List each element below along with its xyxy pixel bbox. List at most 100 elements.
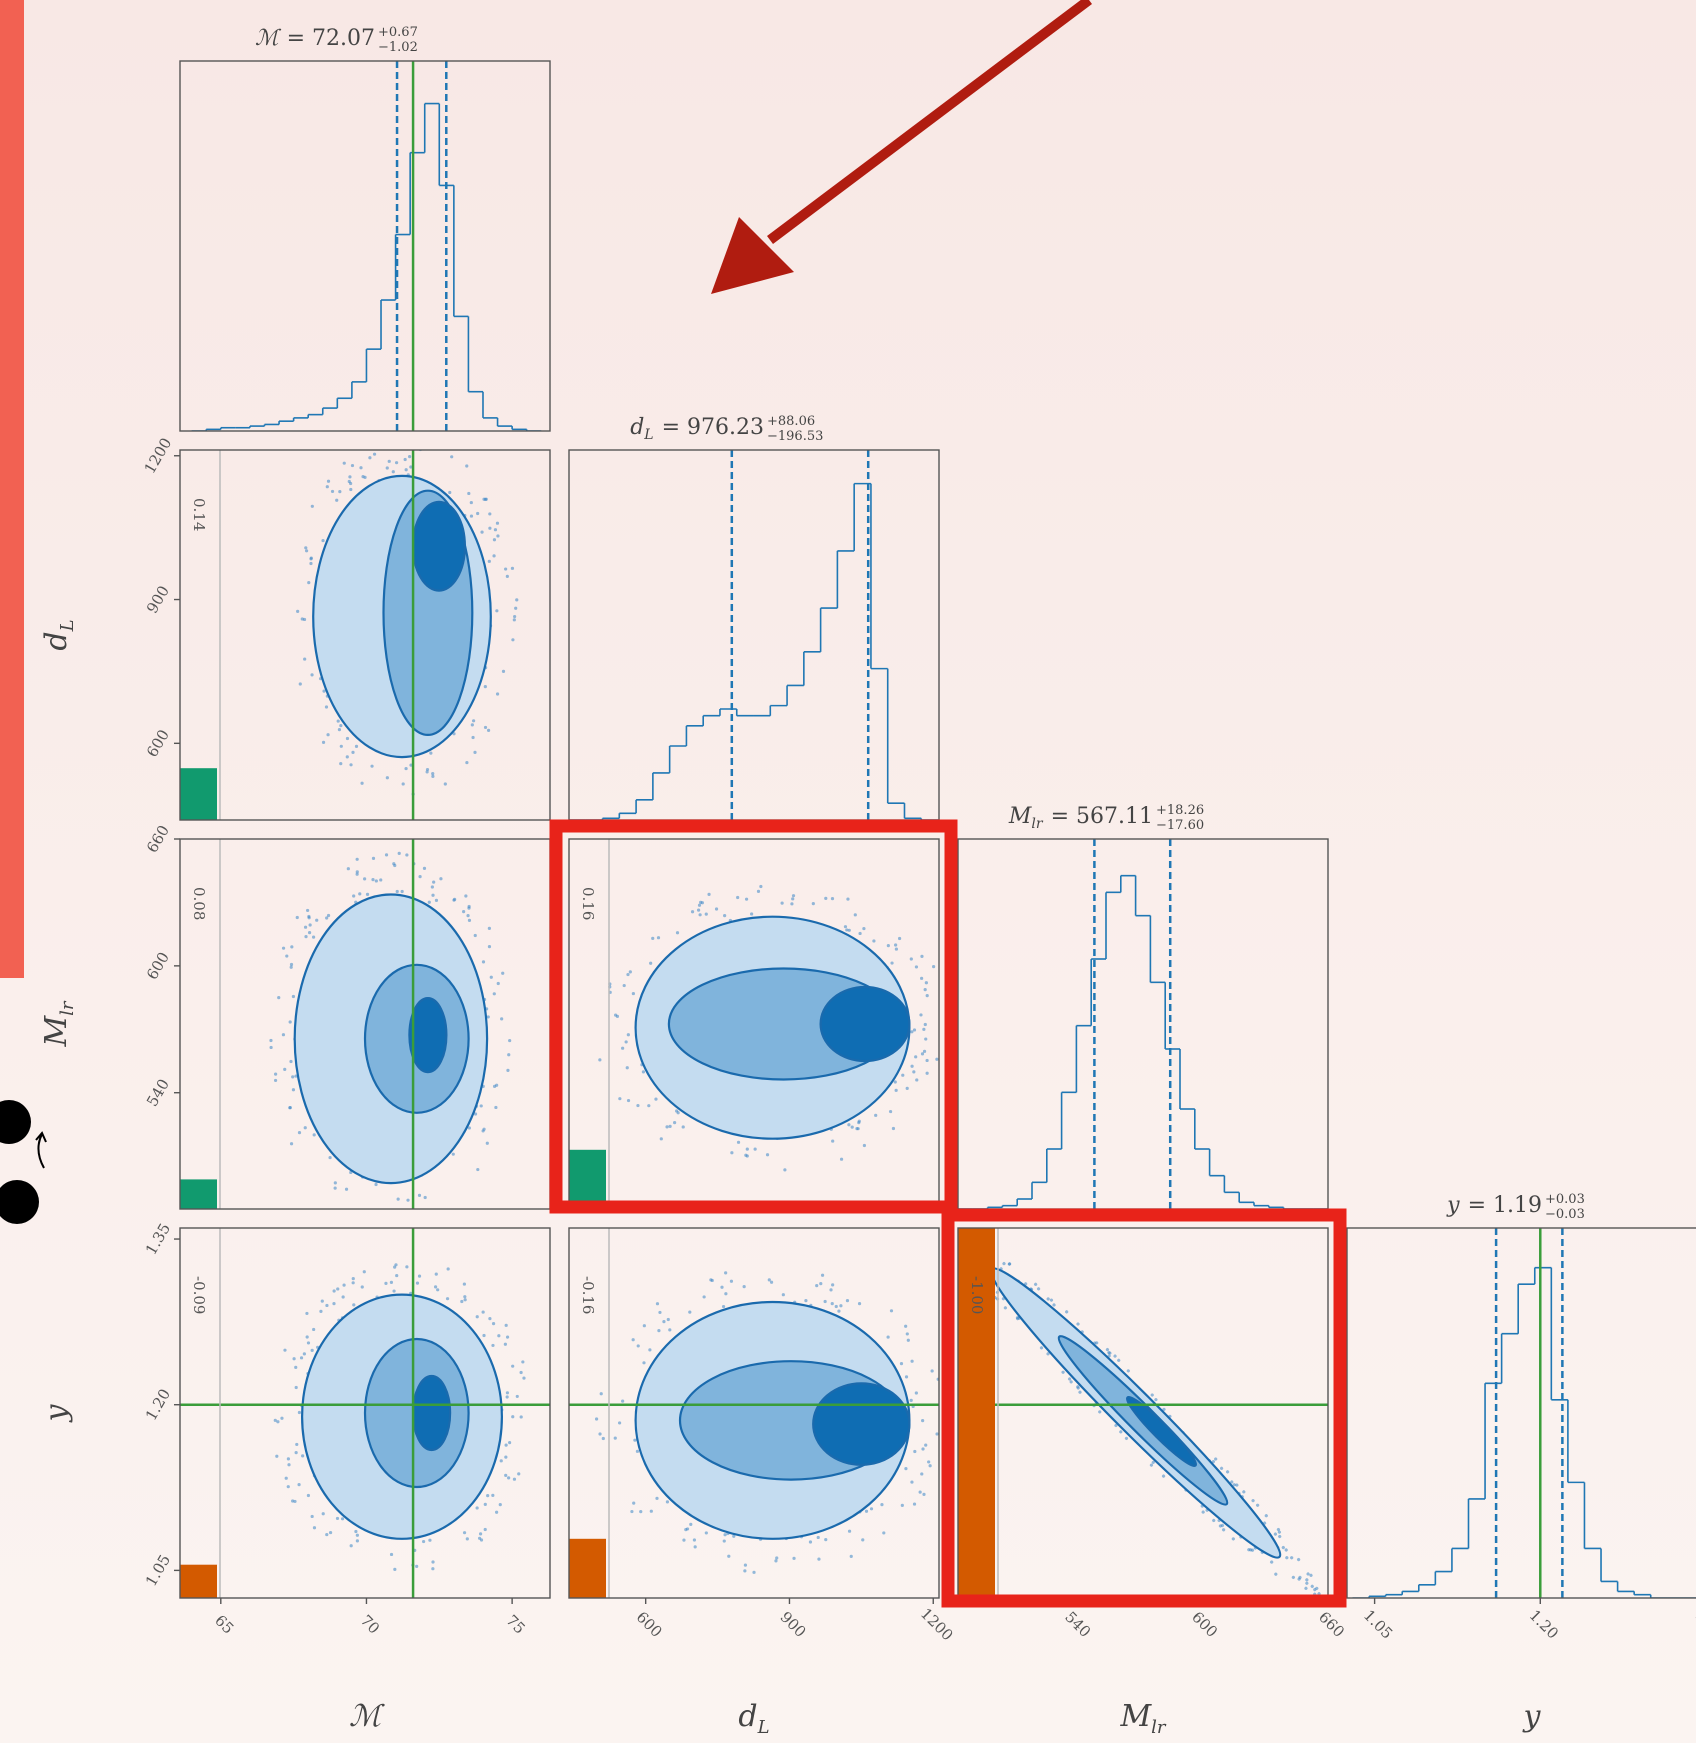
sample-point	[889, 1309, 894, 1313]
sample-point	[618, 1097, 622, 1101]
title-value: = 976.23	[662, 415, 764, 440]
sample-point	[481, 1310, 485, 1314]
black-dot	[0, 1180, 39, 1224]
sample-point	[849, 1554, 853, 1559]
sample-point	[450, 455, 454, 459]
sample-point	[891, 1126, 896, 1131]
panel	[569, 1271, 939, 1574]
contour	[1125, 1395, 1198, 1468]
sample-point	[505, 574, 509, 578]
sample-point	[1222, 1528, 1226, 1532]
sample-point	[1049, 1298, 1054, 1302]
sample-point	[830, 896, 835, 901]
sample-point	[453, 897, 457, 901]
sample-point	[429, 751, 433, 755]
sample-point	[913, 1449, 917, 1454]
sample-point	[362, 1270, 366, 1274]
sample-point	[723, 914, 727, 918]
sample-point	[1211, 1460, 1216, 1464]
sample-point	[823, 1299, 827, 1304]
sample-point	[858, 931, 862, 936]
sample-point	[289, 965, 293, 969]
sample-point	[924, 981, 928, 985]
sample-point	[662, 1319, 666, 1324]
sample-point	[307, 914, 311, 919]
sample-point	[745, 1147, 749, 1151]
sample-point	[1161, 1474, 1166, 1478]
sample-point	[831, 1139, 835, 1143]
sample-point	[472, 719, 476, 723]
sample-point	[906, 1338, 910, 1342]
sample-point	[743, 1569, 747, 1573]
sample-point	[647, 1104, 651, 1108]
sample-point	[704, 912, 708, 916]
sample-point	[625, 1066, 629, 1070]
sample-point	[295, 1442, 299, 1447]
sample-point	[720, 1285, 724, 1289]
sample-point	[893, 1080, 897, 1084]
sample-point	[847, 928, 851, 932]
sample-point	[431, 893, 435, 897]
sample-point	[335, 498, 339, 502]
sample-point	[1281, 1545, 1285, 1550]
sample-point	[850, 1125, 854, 1129]
sample-point	[922, 1027, 926, 1031]
sample-point	[656, 936, 661, 940]
sample-point	[1214, 1457, 1218, 1461]
sample-point	[837, 1309, 841, 1313]
sample-point	[434, 898, 439, 902]
sample-point	[920, 1472, 924, 1476]
sample-point	[301, 1454, 305, 1458]
sample-point	[394, 1263, 398, 1267]
panel	[269, 839, 512, 1209]
sample-point	[309, 561, 313, 566]
sample-point	[281, 1033, 286, 1037]
sample-point	[281, 946, 286, 950]
sample-point	[505, 1391, 510, 1395]
sample-point	[659, 1137, 663, 1141]
sample-point	[425, 767, 430, 772]
sample-point	[483, 1527, 487, 1532]
sample-point	[397, 851, 401, 855]
sample-point	[347, 479, 351, 484]
sample-point	[392, 1289, 396, 1293]
sample-point	[1264, 1514, 1268, 1518]
sample-point	[304, 549, 309, 553]
sample-point	[507, 1053, 511, 1057]
sample-point	[365, 892, 370, 897]
sample-point	[721, 1304, 726, 1309]
contour	[412, 500, 467, 592]
sample-point	[374, 1182, 378, 1187]
sample-point	[324, 705, 329, 709]
sample-point	[1256, 1503, 1260, 1507]
sample-point	[820, 1273, 825, 1277]
sample-point	[882, 1531, 886, 1535]
sample-point	[483, 725, 488, 730]
sample-point	[921, 1447, 925, 1451]
sample-point	[401, 782, 405, 786]
sample-point	[1274, 1572, 1278, 1576]
sample-point	[519, 1370, 523, 1375]
correlation-label: 0.16	[579, 887, 597, 920]
sample-point	[845, 928, 849, 932]
sample-point	[417, 1274, 422, 1278]
sample-point	[355, 1539, 359, 1543]
sample-point	[469, 500, 473, 505]
sample-point	[307, 931, 312, 935]
sample-point	[320, 1299, 324, 1303]
correlation-bar	[180, 1564, 217, 1598]
sample-point	[385, 776, 389, 780]
sample-point	[781, 1293, 785, 1297]
contour-group	[412, 500, 467, 592]
sample-point	[790, 902, 794, 906]
sample-point	[864, 1509, 869, 1513]
sample-point	[501, 971, 505, 975]
sample-point	[448, 490, 452, 495]
sample-point	[628, 970, 632, 974]
sample-point	[507, 1441, 512, 1445]
sample-point	[1076, 1322, 1080, 1326]
axis-symbol: d	[738, 1699, 757, 1734]
sample-point	[415, 1564, 419, 1568]
sample-point	[326, 479, 331, 483]
sample-point	[297, 1131, 302, 1135]
